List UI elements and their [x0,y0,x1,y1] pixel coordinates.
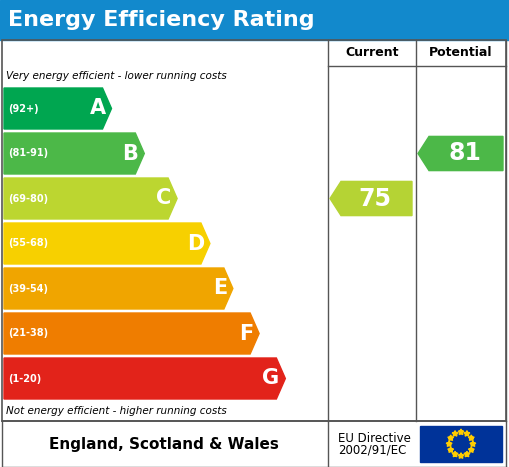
Polygon shape [4,178,177,219]
Text: EU Directive: EU Directive [338,432,411,446]
Text: E: E [213,278,227,298]
Text: D: D [187,234,204,254]
Bar [420,426,502,462]
Polygon shape [4,133,145,174]
Polygon shape [470,441,476,446]
Text: Very energy efficient - lower running costs: Very energy efficient - lower running co… [6,71,227,81]
Polygon shape [464,431,470,436]
Text: Energy Efficiency Rating: Energy Efficiency Rating [8,10,315,30]
Polygon shape [468,447,474,453]
Text: (55-68): (55-68) [8,239,48,248]
Text: F: F [239,324,253,344]
Polygon shape [4,313,259,354]
Text: G: G [262,368,279,389]
Text: A: A [90,99,105,119]
Text: (81-91): (81-91) [8,149,48,158]
Polygon shape [464,451,470,457]
Polygon shape [458,429,464,435]
Text: C: C [156,189,171,208]
Polygon shape [446,441,452,446]
Text: England, Scotland & Wales: England, Scotland & Wales [49,437,279,452]
Polygon shape [448,447,454,453]
Polygon shape [452,451,458,457]
Polygon shape [458,453,464,458]
Polygon shape [330,181,412,216]
Text: (69-80): (69-80) [8,193,48,204]
Polygon shape [4,88,111,129]
Polygon shape [4,358,286,399]
Polygon shape [4,268,233,309]
Bar [2,40,506,421]
Text: (39-54): (39-54) [8,283,48,293]
Text: Not energy efficient - higher running costs: Not energy efficient - higher running co… [6,406,227,416]
Polygon shape [452,431,458,436]
Text: (21-38): (21-38) [8,328,48,339]
Text: (1-20): (1-20) [8,374,41,383]
Text: B: B [123,143,138,163]
Text: Current: Current [345,47,399,59]
Text: 81: 81 [448,142,481,165]
Text: (92+): (92+) [8,104,39,113]
Text: 2002/91/EC: 2002/91/EC [338,444,406,457]
Text: Potential: Potential [429,47,493,59]
Bar [0,0,509,40]
Polygon shape [418,136,503,170]
Polygon shape [468,435,474,440]
Polygon shape [448,435,454,440]
Text: 75: 75 [358,186,391,211]
Polygon shape [4,223,210,264]
